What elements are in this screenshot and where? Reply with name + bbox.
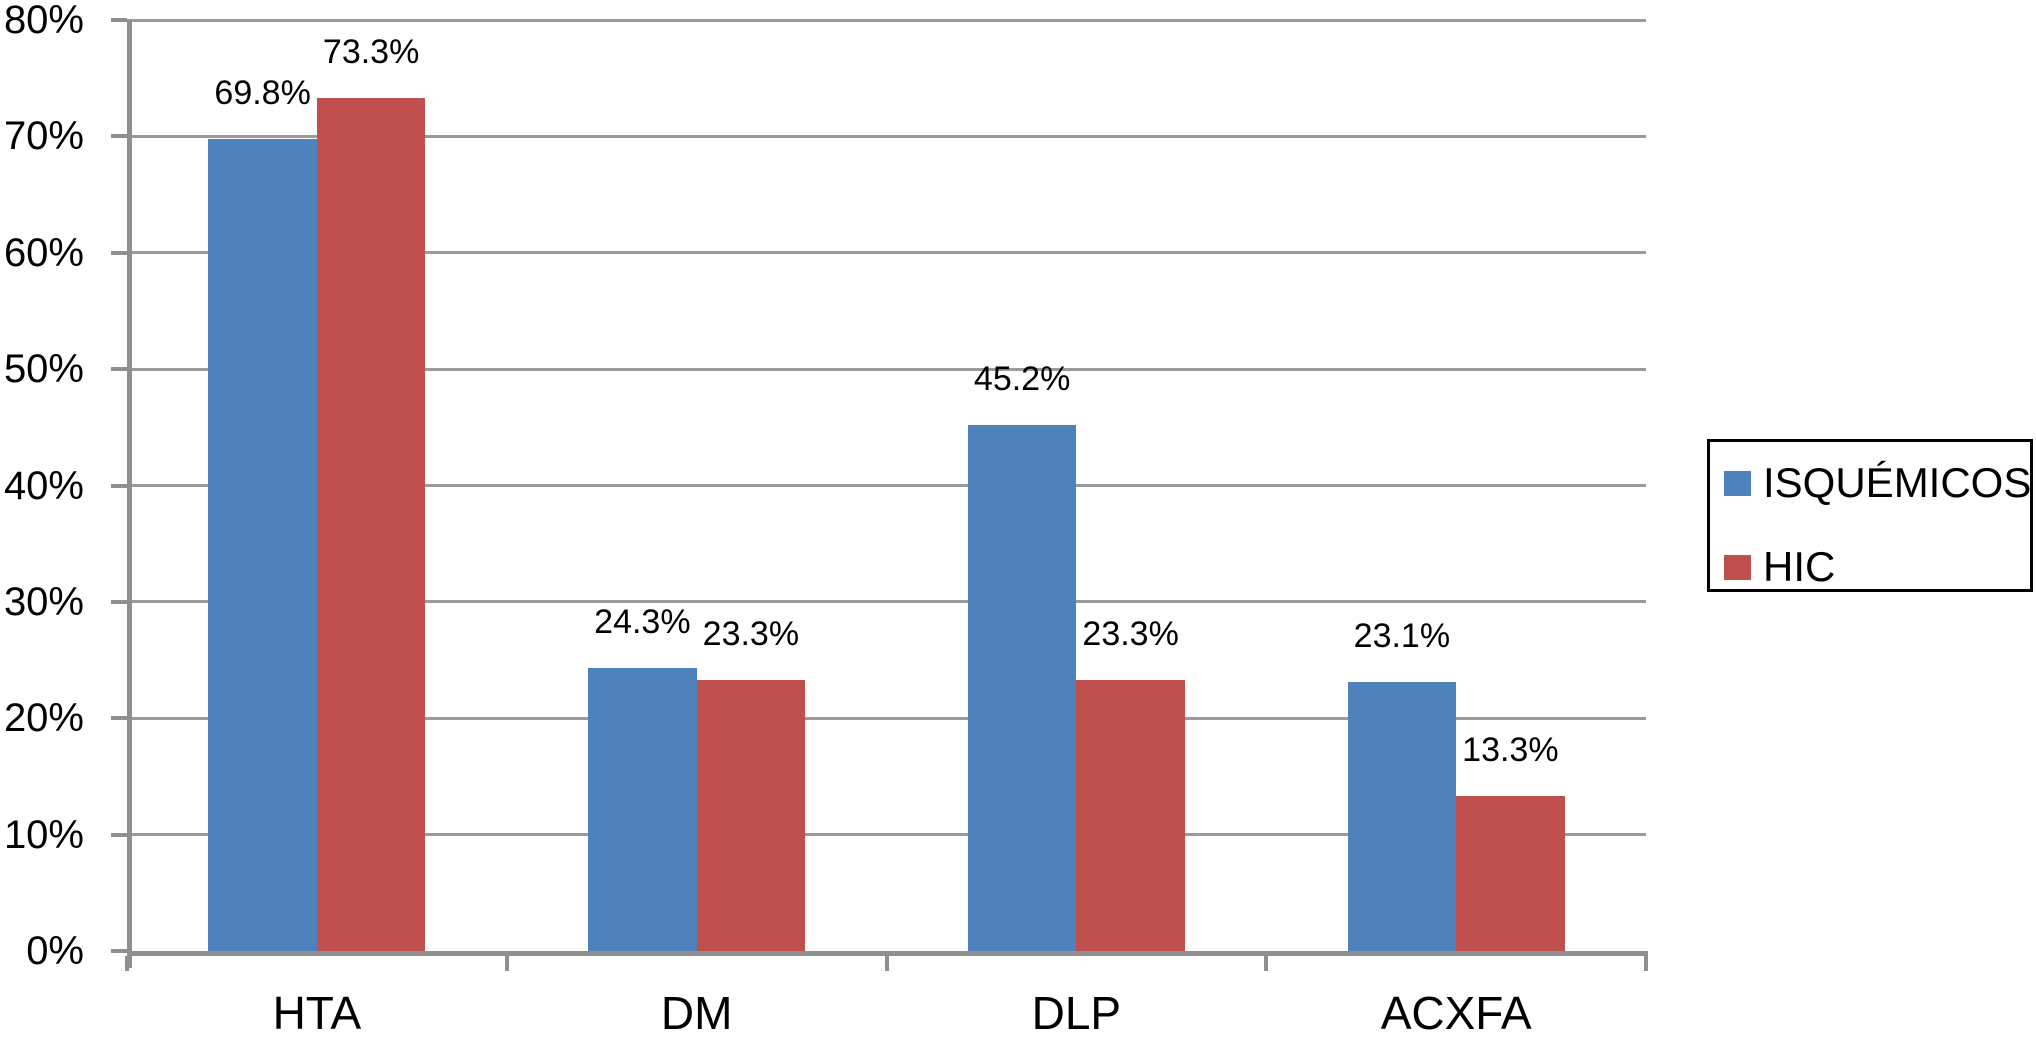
x-axis xyxy=(127,951,1648,956)
x-tick xyxy=(1644,956,1648,971)
x-tick xyxy=(504,956,509,971)
y-tick-label: 10% xyxy=(3,812,84,857)
bar-isqu-micos-dm xyxy=(588,668,697,951)
legend: ISQUÉMICOS HIC xyxy=(1707,439,2033,592)
y-tick-label: 70% xyxy=(3,114,84,159)
y-tick-label: 60% xyxy=(3,230,84,275)
bar-hic-dm xyxy=(696,679,806,951)
y-tick xyxy=(111,134,127,139)
value-label-isqu-micos-hta: 69.8% xyxy=(214,73,311,112)
y-tick xyxy=(111,716,127,721)
y-tick xyxy=(111,599,127,604)
bar-hic-hta xyxy=(316,97,426,951)
gridline xyxy=(127,600,1646,604)
gridline xyxy=(127,251,1646,255)
x-tick xyxy=(1264,956,1269,971)
gridline xyxy=(127,367,1646,371)
bar-isqu-micos-hta xyxy=(208,138,317,951)
y-tick xyxy=(111,250,127,255)
y-tick xyxy=(111,483,127,488)
legend-label-isquemicos: ISQUÉMICOS xyxy=(1763,459,2032,506)
bar-isqu-micos-acxfa xyxy=(1347,682,1457,951)
x-tick xyxy=(125,956,129,971)
legend-item-isquemicos: ISQUÉMICOS xyxy=(1724,462,2031,504)
y-tick-label: 40% xyxy=(3,463,84,508)
value-label-isqu-micos-acxfa: 23.1% xyxy=(1353,617,1451,656)
value-label-hic-acxfa: 13.3% xyxy=(1462,731,1559,770)
y-tick-label: 80% xyxy=(3,0,84,42)
gridline xyxy=(127,484,1646,487)
bar-hic-acxfa xyxy=(1456,796,1565,951)
y-tick xyxy=(111,832,127,837)
value-label-isqu-micos-dlp: 45.2% xyxy=(973,359,1071,398)
y-tick xyxy=(111,949,127,953)
legend-label-hic: HIC xyxy=(1763,543,1836,590)
y-axis xyxy=(127,20,132,968)
category-label-acxfa: ACXFA xyxy=(1380,987,1532,1039)
value-label-hic-hta: 73.3% xyxy=(322,32,420,71)
y-tick-label: 30% xyxy=(3,579,84,624)
value-label-hic-dlp: 23.3% xyxy=(1082,614,1179,653)
y-tick xyxy=(111,18,127,22)
category-label-dm: DM xyxy=(660,987,733,1039)
legend-item-hic: HIC xyxy=(1724,546,1835,588)
bar-isqu-micos-dlp xyxy=(967,424,1077,951)
y-tick-label: 50% xyxy=(3,347,84,392)
value-label-hic-dm: 23.3% xyxy=(702,614,800,653)
gridline xyxy=(127,833,1646,837)
legend-swatch-hic xyxy=(1724,554,1751,580)
category-label-hta: HTA xyxy=(272,987,362,1039)
legend-swatch-isquemicos xyxy=(1724,470,1751,496)
y-tick-label: 20% xyxy=(3,696,84,741)
gridline xyxy=(127,134,1646,138)
y-tick xyxy=(111,367,127,372)
x-tick xyxy=(884,956,889,971)
gridline xyxy=(127,716,1646,720)
y-tick-label: 0% xyxy=(26,929,84,973)
value-label-isqu-micos-dm: 24.3% xyxy=(594,603,691,642)
category-label-dlp: DLP xyxy=(1031,987,1122,1039)
gridline xyxy=(127,18,1646,22)
bar-hic-dlp xyxy=(1076,679,1185,951)
